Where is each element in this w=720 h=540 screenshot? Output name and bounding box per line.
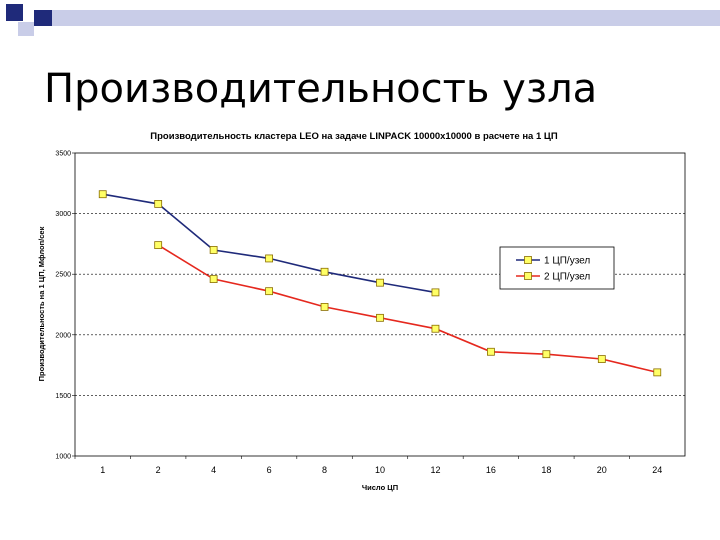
series-2-line	[157, 244, 658, 374]
series-1-point	[98, 190, 107, 199]
legend-swatch-marker	[524, 256, 532, 264]
series-1-point	[431, 288, 440, 297]
grid	[75, 213, 685, 396]
y-tick-label: 2500	[55, 272, 71, 279]
deco-square-1	[6, 4, 23, 21]
y-tick-label: 2000	[55, 332, 71, 339]
x-tick-label: 20	[597, 465, 607, 475]
y-tick-label: 1500	[55, 393, 71, 400]
x-axis-ticks: 1 2 4 6 8 10 12 16 18 20 24	[74, 456, 662, 475]
series-2-point	[376, 313, 384, 322]
series-2-point	[597, 355, 606, 363]
x-tick-label: 24	[652, 465, 662, 475]
series-1-point	[265, 254, 273, 263]
x-tick-label: 10	[375, 465, 385, 475]
deco-bar	[52, 10, 720, 26]
plot-area	[74, 152, 686, 457]
legend-label: 2 ЦП/узел	[544, 272, 590, 283]
x-tick-label: 16	[486, 465, 496, 475]
legend: 1 ЦП/узел 2 ЦП/узел	[499, 246, 615, 290]
series-1	[98, 190, 440, 297]
series-1-point	[320, 267, 329, 276]
x-tick-label: 6	[267, 465, 272, 475]
legend-label: 1 ЦП/узел	[544, 256, 590, 267]
x-tick-label: 8	[322, 465, 327, 475]
x-tick-label: 4	[211, 465, 216, 475]
series-1-point	[154, 200, 163, 208]
series	[98, 190, 662, 377]
x-tick-label: 1	[100, 465, 105, 475]
series-2-point	[542, 350, 551, 359]
series-2-point	[209, 275, 218, 283]
x-tick-label: 12	[430, 465, 440, 475]
series-1-point	[376, 278, 384, 287]
series-2-point	[487, 347, 495, 356]
y-tick-label: 1000	[55, 454, 71, 461]
y-axis-ticks: 3500 3000 2500 2000 1500 1000	[55, 151, 75, 461]
series-2	[154, 241, 662, 377]
x-tick-label: 2	[156, 465, 161, 475]
series-2-point	[265, 287, 273, 296]
y-axis-label: Производительность на 1 ЦП, Мфлоп/сек	[37, 226, 46, 381]
x-tick-label: 18	[541, 465, 551, 475]
series-2-point	[320, 303, 329, 311]
legend-box	[499, 246, 615, 290]
y-tick-label: 3500	[55, 151, 71, 158]
chart-title: Производительность кластера LEO на задач…	[150, 131, 558, 142]
x-axis-label: Число ЦП	[362, 483, 398, 492]
deco-square-2	[34, 10, 52, 26]
y-tick-label: 3000	[55, 211, 71, 218]
deco-square-3	[18, 22, 34, 36]
series-1-point	[209, 246, 218, 254]
series-2-point	[431, 324, 440, 333]
series-2-point	[653, 368, 662, 377]
slide-title: Производительность узла	[44, 66, 598, 112]
legend-swatch-marker	[524, 272, 532, 280]
series-2-point	[154, 241, 163, 250]
